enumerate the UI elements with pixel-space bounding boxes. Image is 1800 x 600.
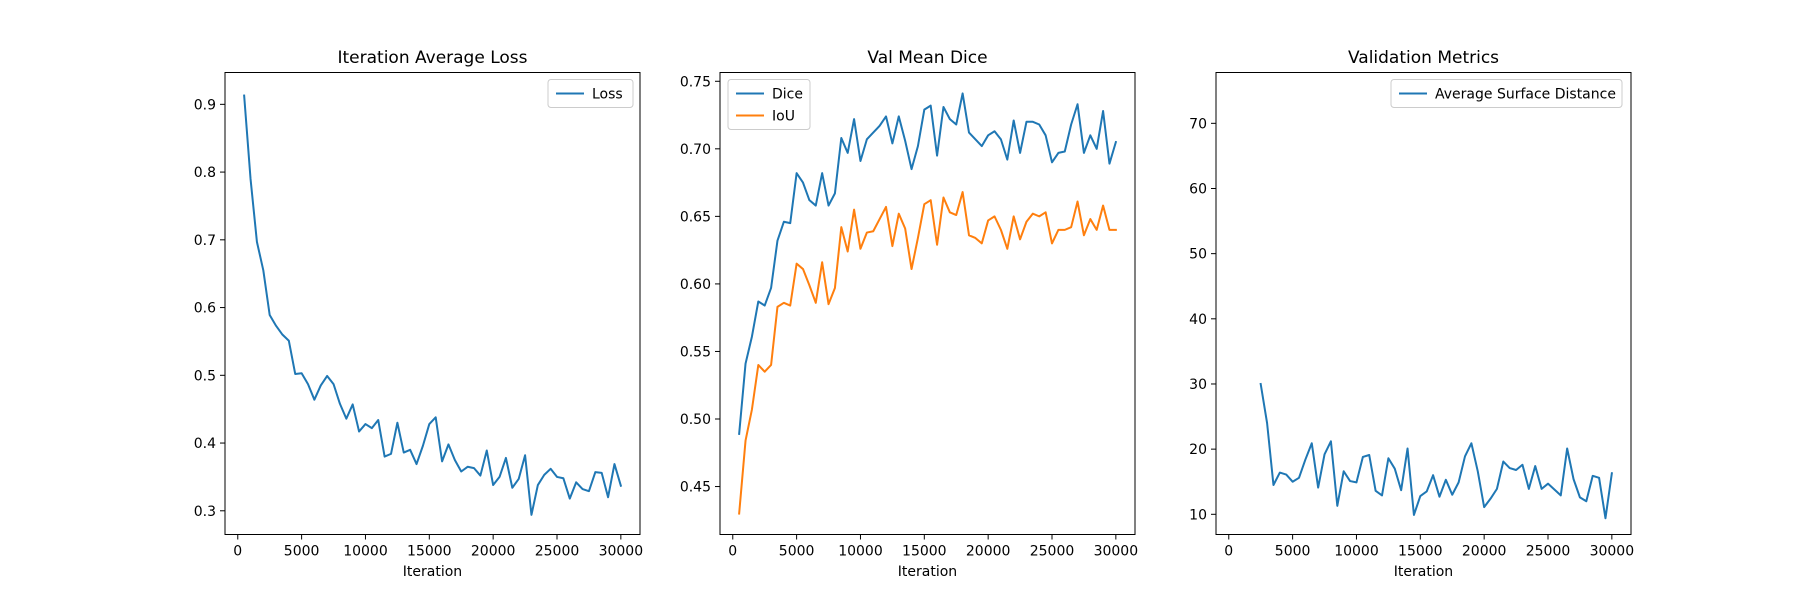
y-tick-label: 0.6 [194,301,216,317]
y-tick-label: 30 [1189,377,1207,393]
x-tick-label: 25000 [535,544,580,560]
legend-label: IoU [772,109,795,125]
y-tick-label: 50 [1189,247,1207,263]
x-axis-label: Iteration [403,564,462,580]
x-tick-label: 15000 [902,544,947,560]
x-tick-label: 15000 [407,544,452,560]
x-tick-label: 0 [1224,544,1233,560]
legend: Dice IoU [728,80,810,130]
y-tick-label: 0.50 [680,412,711,428]
y-tick-label: 0.65 [680,209,711,225]
x-tick-label: 15000 [1398,544,1443,560]
legend-label: Average Surface Distance [1435,87,1616,103]
y-tick-label: 0.75 [680,74,711,90]
y-tick-label: 0.8 [194,165,216,181]
x-tick-label: 5000 [1275,544,1311,560]
y-tick-label: 0.3 [194,504,216,520]
x-tick-label: 10000 [838,544,883,560]
x-tick-label: 20000 [471,544,516,560]
chart-title: Val Mean Dice [867,48,987,68]
x-tick-label: 5000 [284,544,320,560]
x-tick-label: 30000 [1094,544,1139,560]
y-tick-label: 0.5 [194,368,216,384]
y-tick-label: 10 [1189,507,1207,523]
y-tick-label: 0.55 [680,344,711,360]
y-tick-label: 40 [1189,312,1207,328]
y-tick-label: 0.70 [680,142,711,158]
x-tick-label: 5000 [779,544,815,560]
y-tick-label: 0.60 [680,277,711,293]
x-axis-label: Iteration [1394,564,1453,580]
x-tick-label: 30000 [1590,544,1635,560]
legend-label: Dice [772,87,803,103]
x-tick-label: 30000 [599,544,644,560]
x-tick-label: 0 [233,544,242,560]
chart-title: Iteration Average Loss [337,48,527,68]
x-axis-label: Iteration [898,564,957,580]
y-tick-label: 20 [1189,442,1207,458]
x-tick-label: 10000 [1334,544,1379,560]
y-tick-label: 0.45 [680,480,711,496]
x-tick-label: 20000 [966,544,1011,560]
x-tick-label: 20000 [1462,544,1507,560]
x-tick-label: 25000 [1526,544,1571,560]
y-tick-label: 60 [1189,181,1207,197]
x-tick-label: 0 [728,544,737,560]
y-tick-label: 0.4 [194,436,216,452]
legend: Loss [548,80,633,108]
x-tick-label: 25000 [1030,544,1075,560]
legend: Average Surface Distance [1391,80,1622,108]
x-tick-label: 10000 [343,544,388,560]
y-tick-label: 70 [1189,116,1207,132]
chart-title: Validation Metrics [1348,48,1499,68]
y-tick-label: 0.9 [194,97,216,113]
y-tick-label: 0.7 [194,233,216,249]
legend-label: Loss [592,87,623,103]
